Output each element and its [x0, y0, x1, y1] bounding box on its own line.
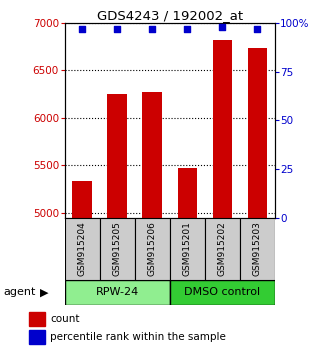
Text: percentile rank within the sample: percentile rank within the sample — [50, 332, 226, 342]
Bar — [135, 218, 170, 280]
Bar — [100, 218, 135, 280]
Point — [184, 26, 190, 32]
Bar — [142, 92, 162, 218]
Bar — [205, 218, 240, 280]
Point — [115, 26, 120, 32]
Text: DMSO control: DMSO control — [184, 287, 260, 297]
Bar — [213, 40, 232, 218]
Title: GDS4243 / 192002_at: GDS4243 / 192002_at — [97, 9, 243, 22]
Text: count: count — [50, 314, 79, 324]
Bar — [65, 280, 169, 305]
Bar — [108, 94, 127, 218]
Point — [255, 26, 260, 32]
Bar — [65, 218, 100, 280]
Text: GSM915203: GSM915203 — [253, 221, 262, 276]
Point — [219, 24, 225, 30]
Bar — [169, 218, 205, 280]
Bar — [72, 181, 92, 218]
Text: GSM915204: GSM915204 — [77, 221, 87, 276]
Text: GSM915201: GSM915201 — [183, 221, 192, 276]
Text: GSM915206: GSM915206 — [148, 221, 157, 276]
Text: ▶: ▶ — [40, 287, 49, 297]
Bar — [177, 168, 197, 218]
Bar — [29, 312, 45, 326]
Bar — [29, 330, 45, 344]
Bar — [248, 48, 267, 218]
Text: GSM915202: GSM915202 — [218, 221, 227, 276]
Text: agent: agent — [3, 287, 36, 297]
Bar — [169, 280, 275, 305]
Text: RPW-24: RPW-24 — [95, 287, 139, 297]
Point — [150, 26, 155, 32]
Text: GSM915205: GSM915205 — [113, 221, 121, 276]
Point — [79, 26, 85, 32]
Bar — [240, 218, 275, 280]
